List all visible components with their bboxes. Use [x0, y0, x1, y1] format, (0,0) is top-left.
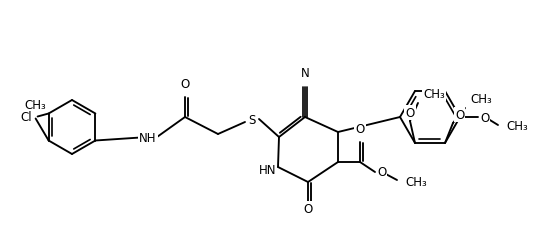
Text: CH₃: CH₃ [470, 93, 492, 106]
Text: N: N [301, 67, 309, 80]
Text: Cl: Cl [20, 111, 32, 123]
Text: O: O [355, 122, 365, 136]
Text: CH₃: CH₃ [506, 119, 528, 132]
Text: CH₃: CH₃ [423, 88, 445, 101]
Text: O: O [303, 202, 313, 215]
Text: O: O [180, 78, 190, 91]
Text: O: O [455, 109, 465, 121]
Text: O: O [480, 111, 489, 124]
Text: S: S [248, 113, 256, 126]
Text: O: O [377, 166, 386, 179]
Text: O: O [405, 107, 415, 119]
Text: NH: NH [139, 131, 157, 144]
Text: CH₃: CH₃ [405, 175, 427, 188]
Text: CH₃: CH₃ [25, 98, 47, 111]
Text: HN: HN [258, 163, 276, 176]
